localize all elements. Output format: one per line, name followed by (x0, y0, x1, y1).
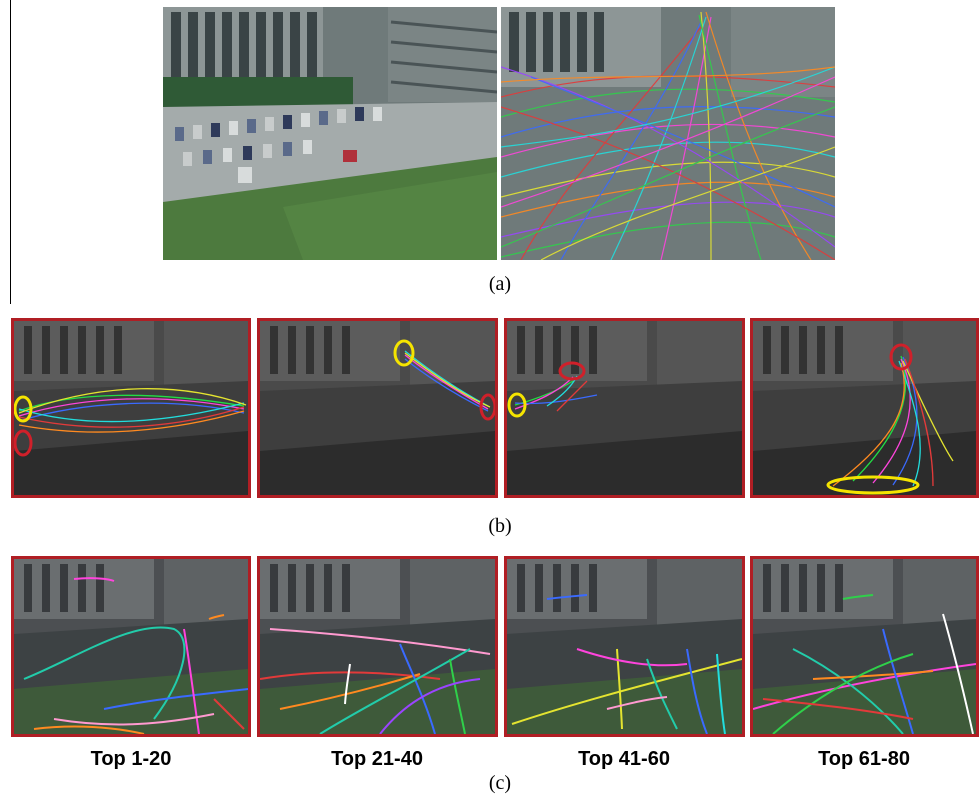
top-label-4: Top 61-80 (818, 748, 910, 770)
top-trajectories-panel-1 (11, 556, 251, 737)
top-label-3: Top 41-60 (578, 748, 670, 770)
top-trajectories-panel-4 (750, 556, 979, 737)
parking-lot-photo (163, 7, 497, 260)
all-trajectories-photo (501, 7, 835, 260)
top-label-1: Top 1-20 (90, 748, 172, 770)
cluster-panel-2 (257, 318, 498, 498)
cluster-panel-1 (11, 318, 251, 498)
caption-b: (b) (488, 515, 512, 537)
cluster-panel-3 (504, 318, 745, 498)
top-trajectories-panel-2 (257, 556, 498, 737)
cluster-panel-4 (750, 318, 979, 498)
caption-a: (a) (488, 273, 512, 295)
top-label-2: Top 21-40 (331, 748, 423, 770)
caption-c: (c) (488, 772, 512, 794)
top-trajectories-panel-3 (504, 556, 745, 737)
left-margin-rule (10, 0, 11, 304)
